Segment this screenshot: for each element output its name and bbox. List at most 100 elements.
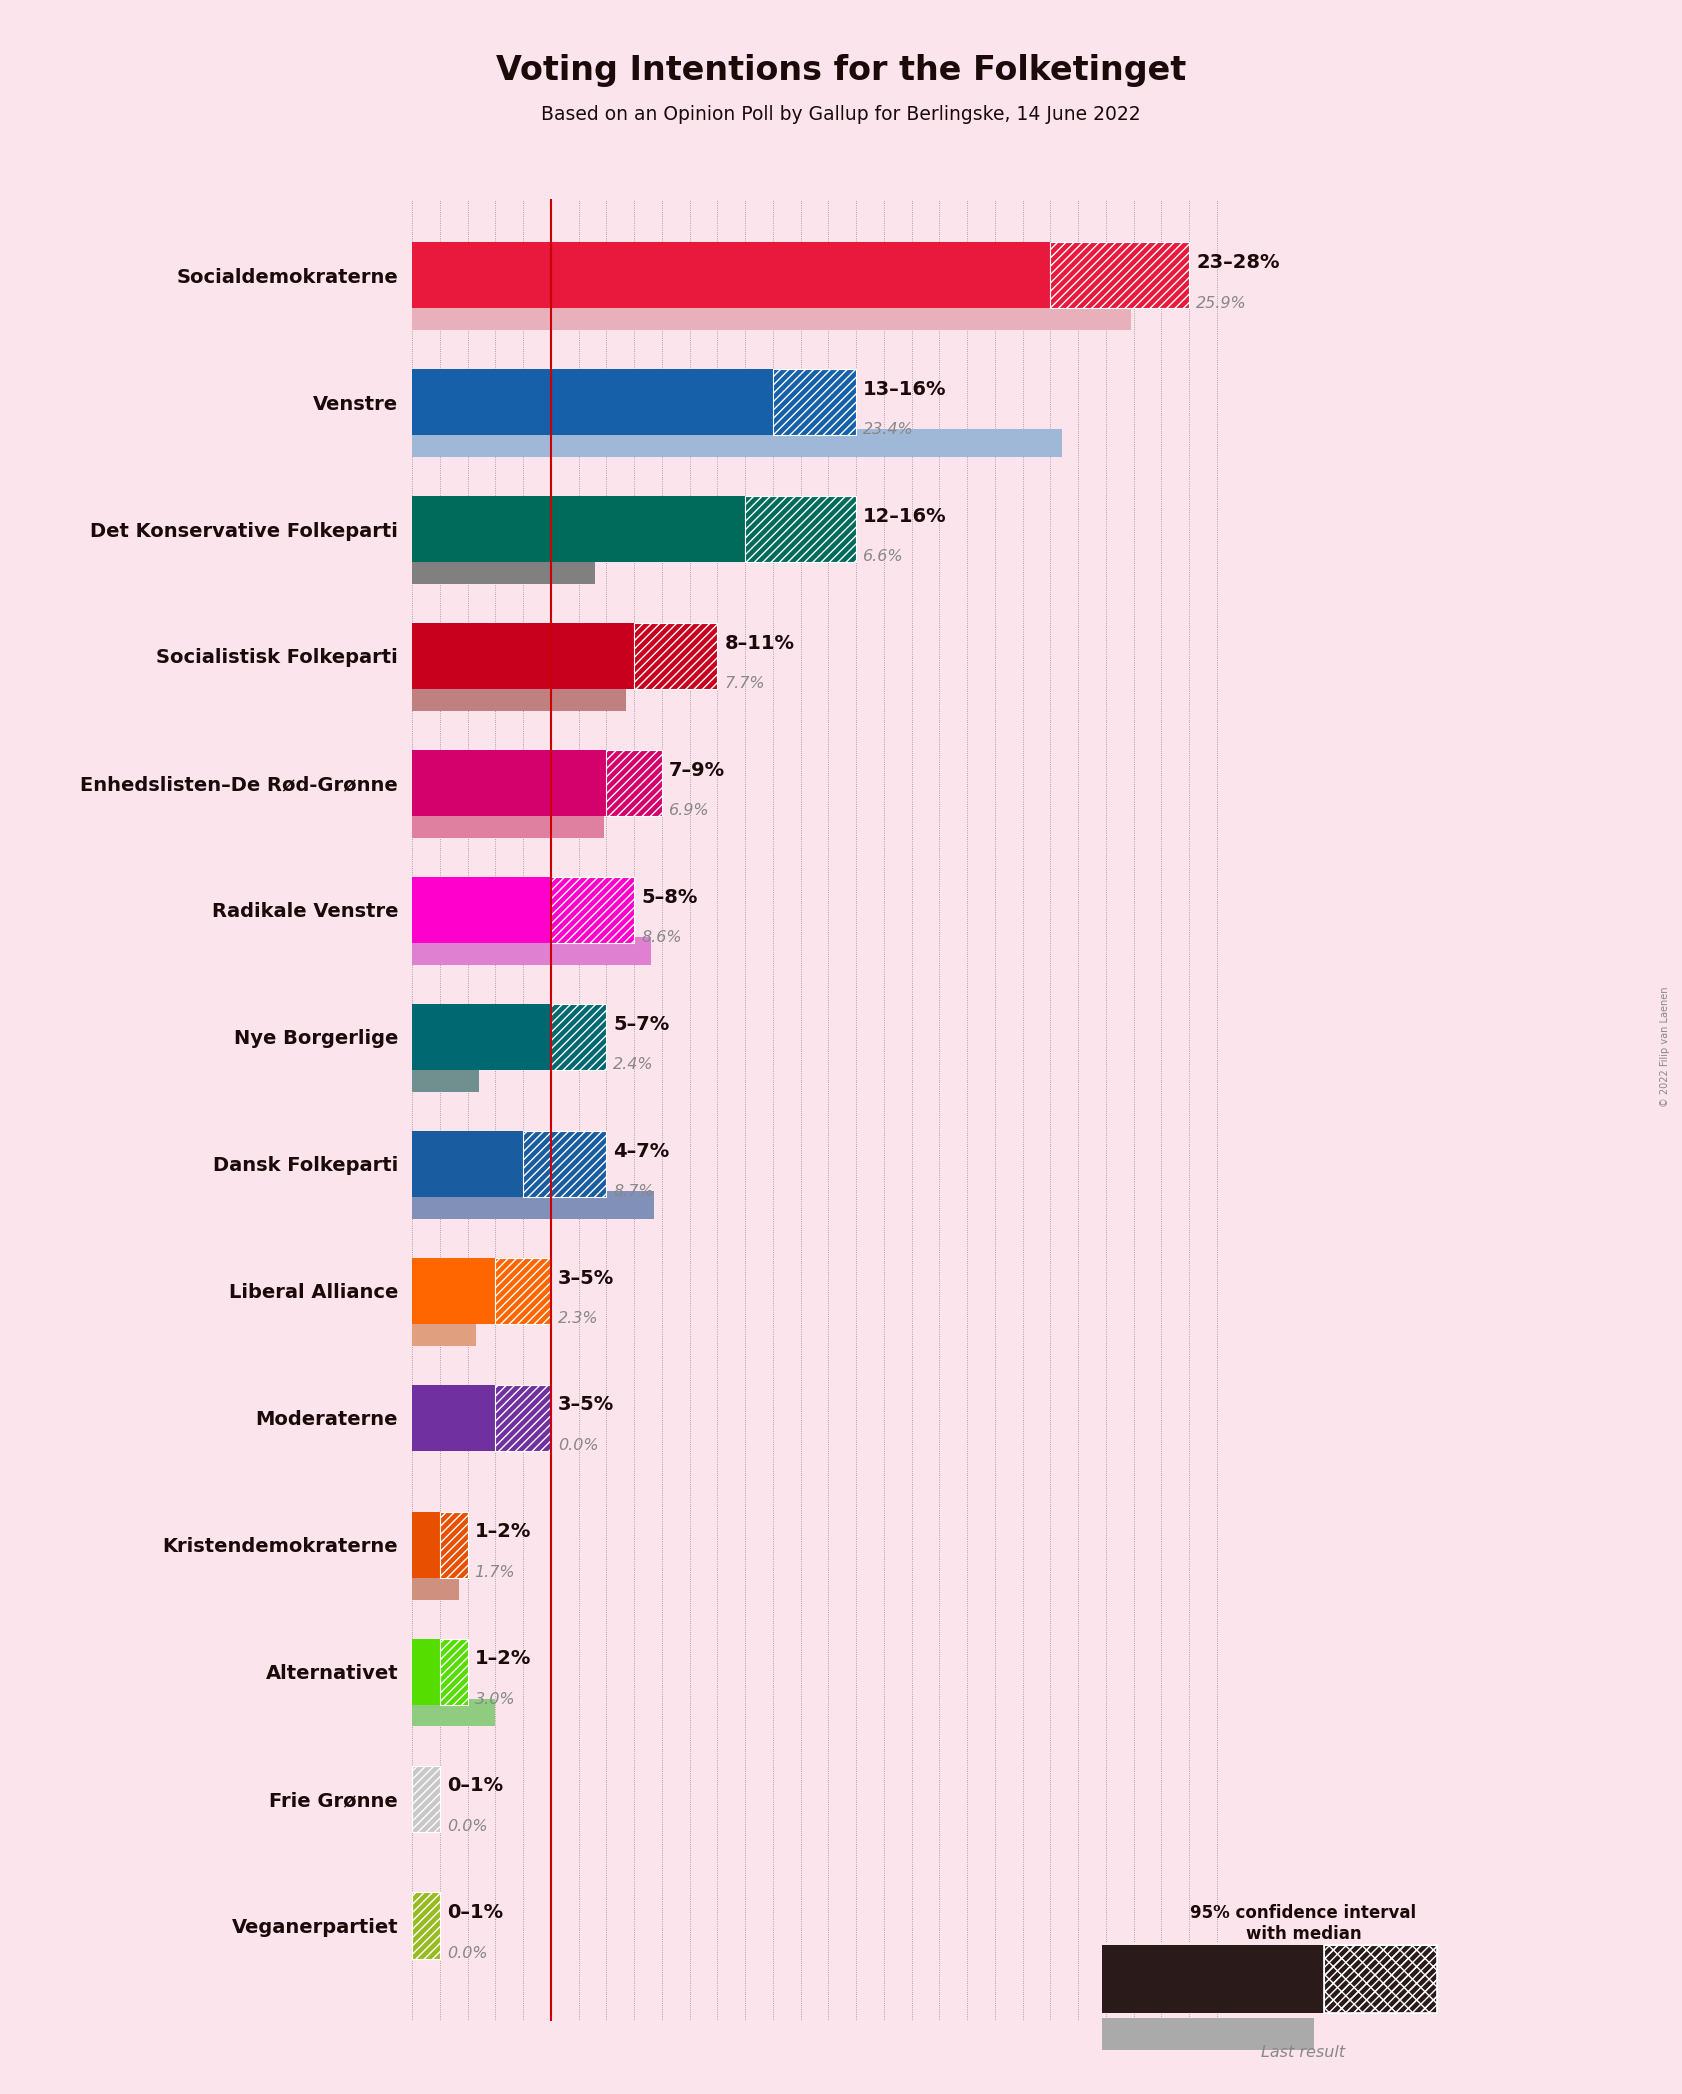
Bar xyxy=(439,1512,468,1577)
Text: 0.0%: 0.0% xyxy=(558,1439,599,1453)
Text: 0–1%: 0–1% xyxy=(447,1776,503,1795)
Bar xyxy=(412,936,651,965)
Bar xyxy=(772,369,856,436)
Bar xyxy=(634,622,717,689)
Bar xyxy=(495,1384,550,1451)
Bar xyxy=(523,1131,606,1198)
Bar xyxy=(1324,1945,1436,2012)
Text: 6.6%: 6.6% xyxy=(863,549,903,565)
Text: 4–7%: 4–7% xyxy=(614,1141,669,1160)
Bar xyxy=(412,1765,439,1832)
Bar xyxy=(606,750,661,817)
Bar xyxy=(439,1512,468,1577)
Bar xyxy=(495,1258,550,1323)
Bar xyxy=(412,1698,495,1725)
Text: Voting Intentions for the Folketinget: Voting Intentions for the Folketinget xyxy=(496,54,1186,88)
Bar xyxy=(412,622,634,689)
Bar xyxy=(412,369,772,436)
Text: 5–8%: 5–8% xyxy=(641,888,698,907)
Bar xyxy=(412,1003,550,1070)
Text: 3–5%: 3–5% xyxy=(558,1269,614,1288)
Bar xyxy=(1050,243,1189,308)
Bar xyxy=(412,1640,439,1705)
Bar xyxy=(1102,2019,1314,2050)
Bar xyxy=(745,496,856,561)
Bar xyxy=(745,496,856,561)
Bar xyxy=(550,1003,606,1070)
Text: 13–16%: 13–16% xyxy=(863,379,947,398)
Bar xyxy=(772,369,856,436)
Bar xyxy=(550,1003,606,1070)
Bar xyxy=(772,369,856,436)
Bar xyxy=(606,750,661,817)
Text: Last result: Last result xyxy=(1262,2046,1346,2060)
Bar xyxy=(439,1640,468,1705)
Bar xyxy=(412,1573,459,1600)
Bar xyxy=(412,1765,439,1832)
Text: 6.9%: 6.9% xyxy=(669,804,710,819)
Text: 0.0%: 0.0% xyxy=(447,1945,488,1960)
Text: 7–9%: 7–9% xyxy=(669,760,725,779)
Text: 12–16%: 12–16% xyxy=(863,507,947,526)
Text: Based on an Opinion Poll by Gallup for Berlingske, 14 June 2022: Based on an Opinion Poll by Gallup for B… xyxy=(542,105,1140,124)
Bar xyxy=(606,750,661,817)
Text: 1–2%: 1–2% xyxy=(474,1522,532,1541)
Bar xyxy=(495,1258,550,1323)
Bar xyxy=(439,1512,468,1577)
Bar xyxy=(550,877,634,942)
Bar xyxy=(523,1131,606,1198)
Text: 25.9%: 25.9% xyxy=(1196,295,1246,310)
Text: 8.6%: 8.6% xyxy=(641,930,681,944)
Text: 23–28%: 23–28% xyxy=(1196,253,1280,272)
Bar xyxy=(550,877,634,942)
Bar xyxy=(550,877,634,942)
Bar xyxy=(1050,243,1189,308)
Bar xyxy=(412,750,606,817)
Bar xyxy=(412,1191,654,1219)
Text: 7.7%: 7.7% xyxy=(725,676,765,691)
Bar xyxy=(412,683,626,710)
Bar xyxy=(1324,1945,1436,2012)
Bar xyxy=(1324,1945,1436,2012)
Text: 3–5%: 3–5% xyxy=(558,1395,614,1413)
Text: 8.7%: 8.7% xyxy=(614,1185,654,1200)
Text: 2.4%: 2.4% xyxy=(614,1057,654,1072)
Bar xyxy=(550,1003,606,1070)
Bar xyxy=(523,1131,606,1198)
Bar xyxy=(495,1384,550,1451)
Text: 2.3%: 2.3% xyxy=(558,1311,599,1326)
Bar xyxy=(412,1893,439,1958)
Bar xyxy=(1102,1945,1324,2012)
Bar xyxy=(412,1512,439,1577)
Text: 1.7%: 1.7% xyxy=(474,1564,515,1581)
Text: 5–7%: 5–7% xyxy=(614,1016,669,1034)
Bar xyxy=(439,1640,468,1705)
Bar xyxy=(412,302,1130,331)
Bar xyxy=(412,243,1050,308)
Text: 0–1%: 0–1% xyxy=(447,1903,503,1922)
Bar xyxy=(412,1893,439,1958)
Bar xyxy=(495,1258,550,1323)
Bar xyxy=(412,877,550,942)
Bar xyxy=(412,429,1061,456)
Bar xyxy=(634,622,717,689)
Text: © 2022 Filip van Laenen: © 2022 Filip van Laenen xyxy=(1660,986,1670,1108)
Bar xyxy=(412,1765,439,1832)
Bar xyxy=(495,1384,550,1451)
Text: 8–11%: 8–11% xyxy=(725,634,794,653)
Text: 95% confidence interval
with median: 95% confidence interval with median xyxy=(1191,1903,1416,1943)
Text: 23.4%: 23.4% xyxy=(863,423,913,438)
Bar xyxy=(412,1893,439,1958)
Bar xyxy=(439,1640,468,1705)
Bar xyxy=(412,1064,479,1091)
Bar xyxy=(412,496,745,561)
Bar xyxy=(412,1258,495,1323)
Bar xyxy=(412,557,595,584)
Text: 3.0%: 3.0% xyxy=(474,1692,515,1707)
Text: 0.0%: 0.0% xyxy=(447,1820,488,1834)
Bar xyxy=(412,1131,523,1198)
Bar xyxy=(745,496,856,561)
Bar xyxy=(412,1384,495,1451)
Bar xyxy=(412,810,604,838)
Text: 1–2%: 1–2% xyxy=(474,1650,532,1669)
